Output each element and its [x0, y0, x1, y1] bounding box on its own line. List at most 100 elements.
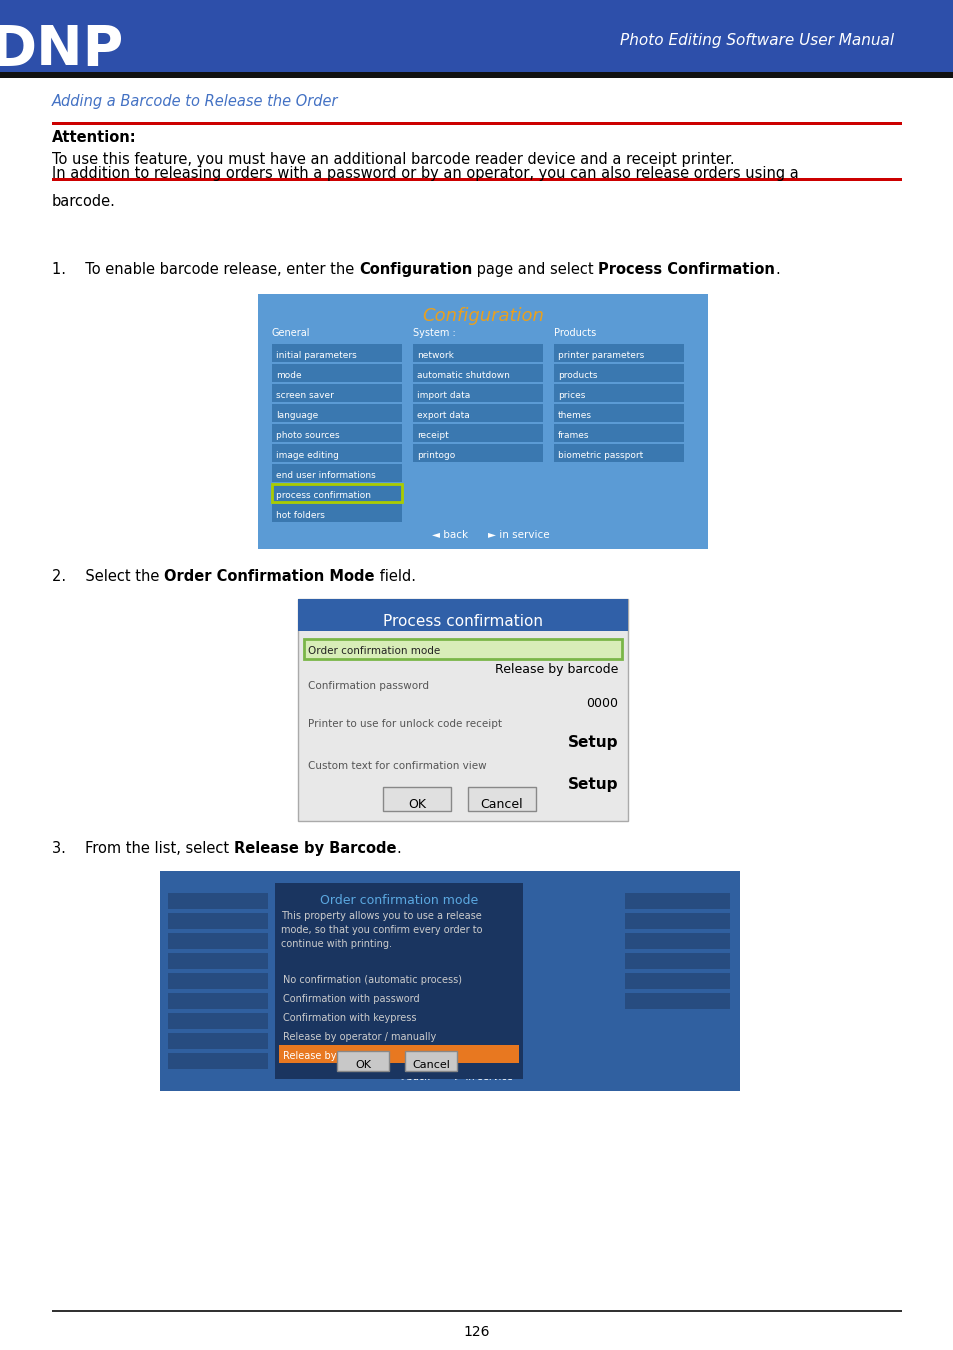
Bar: [168, 1033, 268, 1049]
Text: Attention:: Attention:: [52, 130, 136, 144]
Bar: [272, 504, 401, 522]
Bar: [278, 1045, 518, 1062]
Bar: [168, 913, 268, 929]
Bar: [624, 994, 729, 1008]
Text: ► in service: ► in service: [455, 1072, 512, 1081]
Text: Process Confirmation: Process Confirmation: [598, 262, 775, 277]
Bar: [554, 364, 683, 382]
Text: Cancel: Cancel: [480, 798, 523, 810]
Text: mode: mode: [275, 371, 301, 379]
Bar: [168, 953, 268, 969]
Text: language: language: [275, 410, 318, 420]
Bar: [413, 344, 542, 362]
Text: printogo: printogo: [416, 451, 455, 460]
Text: Release by barcode: Release by barcode: [494, 663, 618, 676]
Bar: [274, 883, 522, 1079]
Text: prices: prices: [558, 392, 585, 400]
Text: ► in service: ► in service: [488, 531, 549, 540]
Bar: [624, 973, 729, 990]
Text: To use this feature, you must have an additional barcode reader device and a rec: To use this feature, you must have an ad…: [52, 153, 734, 167]
Text: Release by barcode: Release by barcode: [283, 1052, 378, 1061]
Bar: [405, 1052, 456, 1071]
Text: printer parameters: printer parameters: [558, 351, 643, 360]
Text: This property allows you to use a release
mode, so that you confirm every order : This property allows you to use a releas…: [281, 911, 482, 949]
Bar: [168, 892, 268, 909]
Bar: [52, 1310, 901, 1311]
Bar: [624, 933, 729, 949]
Bar: [160, 871, 740, 1091]
Bar: [468, 787, 536, 811]
Bar: [624, 953, 729, 969]
Text: Order confirmation mode: Order confirmation mode: [319, 895, 477, 907]
Text: 2.  Select the: 2. Select the: [52, 568, 164, 585]
Text: ◄ back: ◄ back: [395, 1072, 430, 1081]
Text: Printer to use for unlock code receipt: Printer to use for unlock code receipt: [308, 720, 501, 729]
Text: initial parameters: initial parameters: [275, 351, 356, 360]
Text: 3.  From the list, select: 3. From the list, select: [52, 841, 233, 856]
Text: OK: OK: [355, 1060, 371, 1071]
Bar: [624, 913, 729, 929]
Text: Configuration: Configuration: [358, 262, 472, 277]
Text: automatic shutdown: automatic shutdown: [416, 371, 509, 379]
Text: Photo Editing Software User Manual: Photo Editing Software User Manual: [619, 32, 893, 47]
Text: process confirmation: process confirmation: [275, 491, 371, 500]
Bar: [554, 404, 683, 423]
Text: 0000: 0000: [585, 697, 618, 710]
Text: OK: OK: [408, 798, 426, 810]
Bar: [272, 404, 401, 423]
Text: Custom text for confirmation view: Custom text for confirmation view: [308, 761, 486, 771]
Bar: [52, 122, 901, 124]
Bar: [413, 364, 542, 382]
Bar: [272, 344, 401, 362]
Text: General: General: [272, 328, 310, 338]
Bar: [272, 485, 401, 502]
Bar: [272, 464, 401, 482]
Text: receipt: receipt: [416, 431, 448, 440]
Text: themes: themes: [558, 410, 592, 420]
Text: System :: System :: [413, 328, 456, 338]
Bar: [168, 1012, 268, 1029]
Text: Order Confirmation Mode: Order Confirmation Mode: [164, 568, 375, 585]
Text: In addition to releasing orders with a password or by an operator, you can also : In addition to releasing orders with a p…: [52, 166, 798, 209]
Bar: [382, 787, 451, 811]
Bar: [168, 973, 268, 990]
Bar: [554, 383, 683, 402]
Bar: [413, 444, 542, 462]
Bar: [304, 639, 621, 659]
Bar: [297, 599, 627, 630]
Bar: [297, 599, 627, 821]
Bar: [0, 0, 953, 72]
Text: .: .: [395, 841, 400, 856]
Bar: [272, 364, 401, 382]
Bar: [272, 444, 401, 462]
Text: No confirmation (automatic process): No confirmation (automatic process): [283, 975, 461, 985]
Text: DNP: DNP: [0, 23, 125, 77]
Bar: [554, 344, 683, 362]
Bar: [413, 424, 542, 441]
Text: export data: export data: [416, 410, 469, 420]
Text: .: .: [775, 262, 780, 277]
Text: field.: field.: [375, 568, 416, 585]
Bar: [257, 294, 707, 549]
Text: ◄ back: ◄ back: [432, 531, 468, 540]
Text: Release by operator / manually: Release by operator / manually: [283, 1031, 436, 1042]
Text: import data: import data: [416, 392, 470, 400]
Text: Confirmation password: Confirmation password: [308, 680, 429, 691]
Text: frames: frames: [558, 431, 589, 440]
Text: screen saver: screen saver: [275, 392, 334, 400]
Text: Confirmation with keypress: Confirmation with keypress: [283, 1012, 416, 1023]
Text: end user informations: end user informations: [275, 471, 375, 481]
Bar: [168, 994, 268, 1008]
Bar: [272, 424, 401, 441]
Bar: [52, 178, 901, 181]
Bar: [554, 424, 683, 441]
Text: biometric passport: biometric passport: [558, 451, 642, 460]
Text: network: network: [416, 351, 454, 360]
Text: Process confirmation: Process confirmation: [382, 613, 542, 629]
Text: Products: Products: [554, 328, 596, 338]
Text: 1.  To enable barcode release, enter the: 1. To enable barcode release, enter the: [52, 262, 358, 277]
Bar: [0, 72, 953, 78]
Bar: [272, 383, 401, 402]
Text: image editing: image editing: [275, 451, 338, 460]
Text: 126: 126: [463, 1324, 490, 1339]
